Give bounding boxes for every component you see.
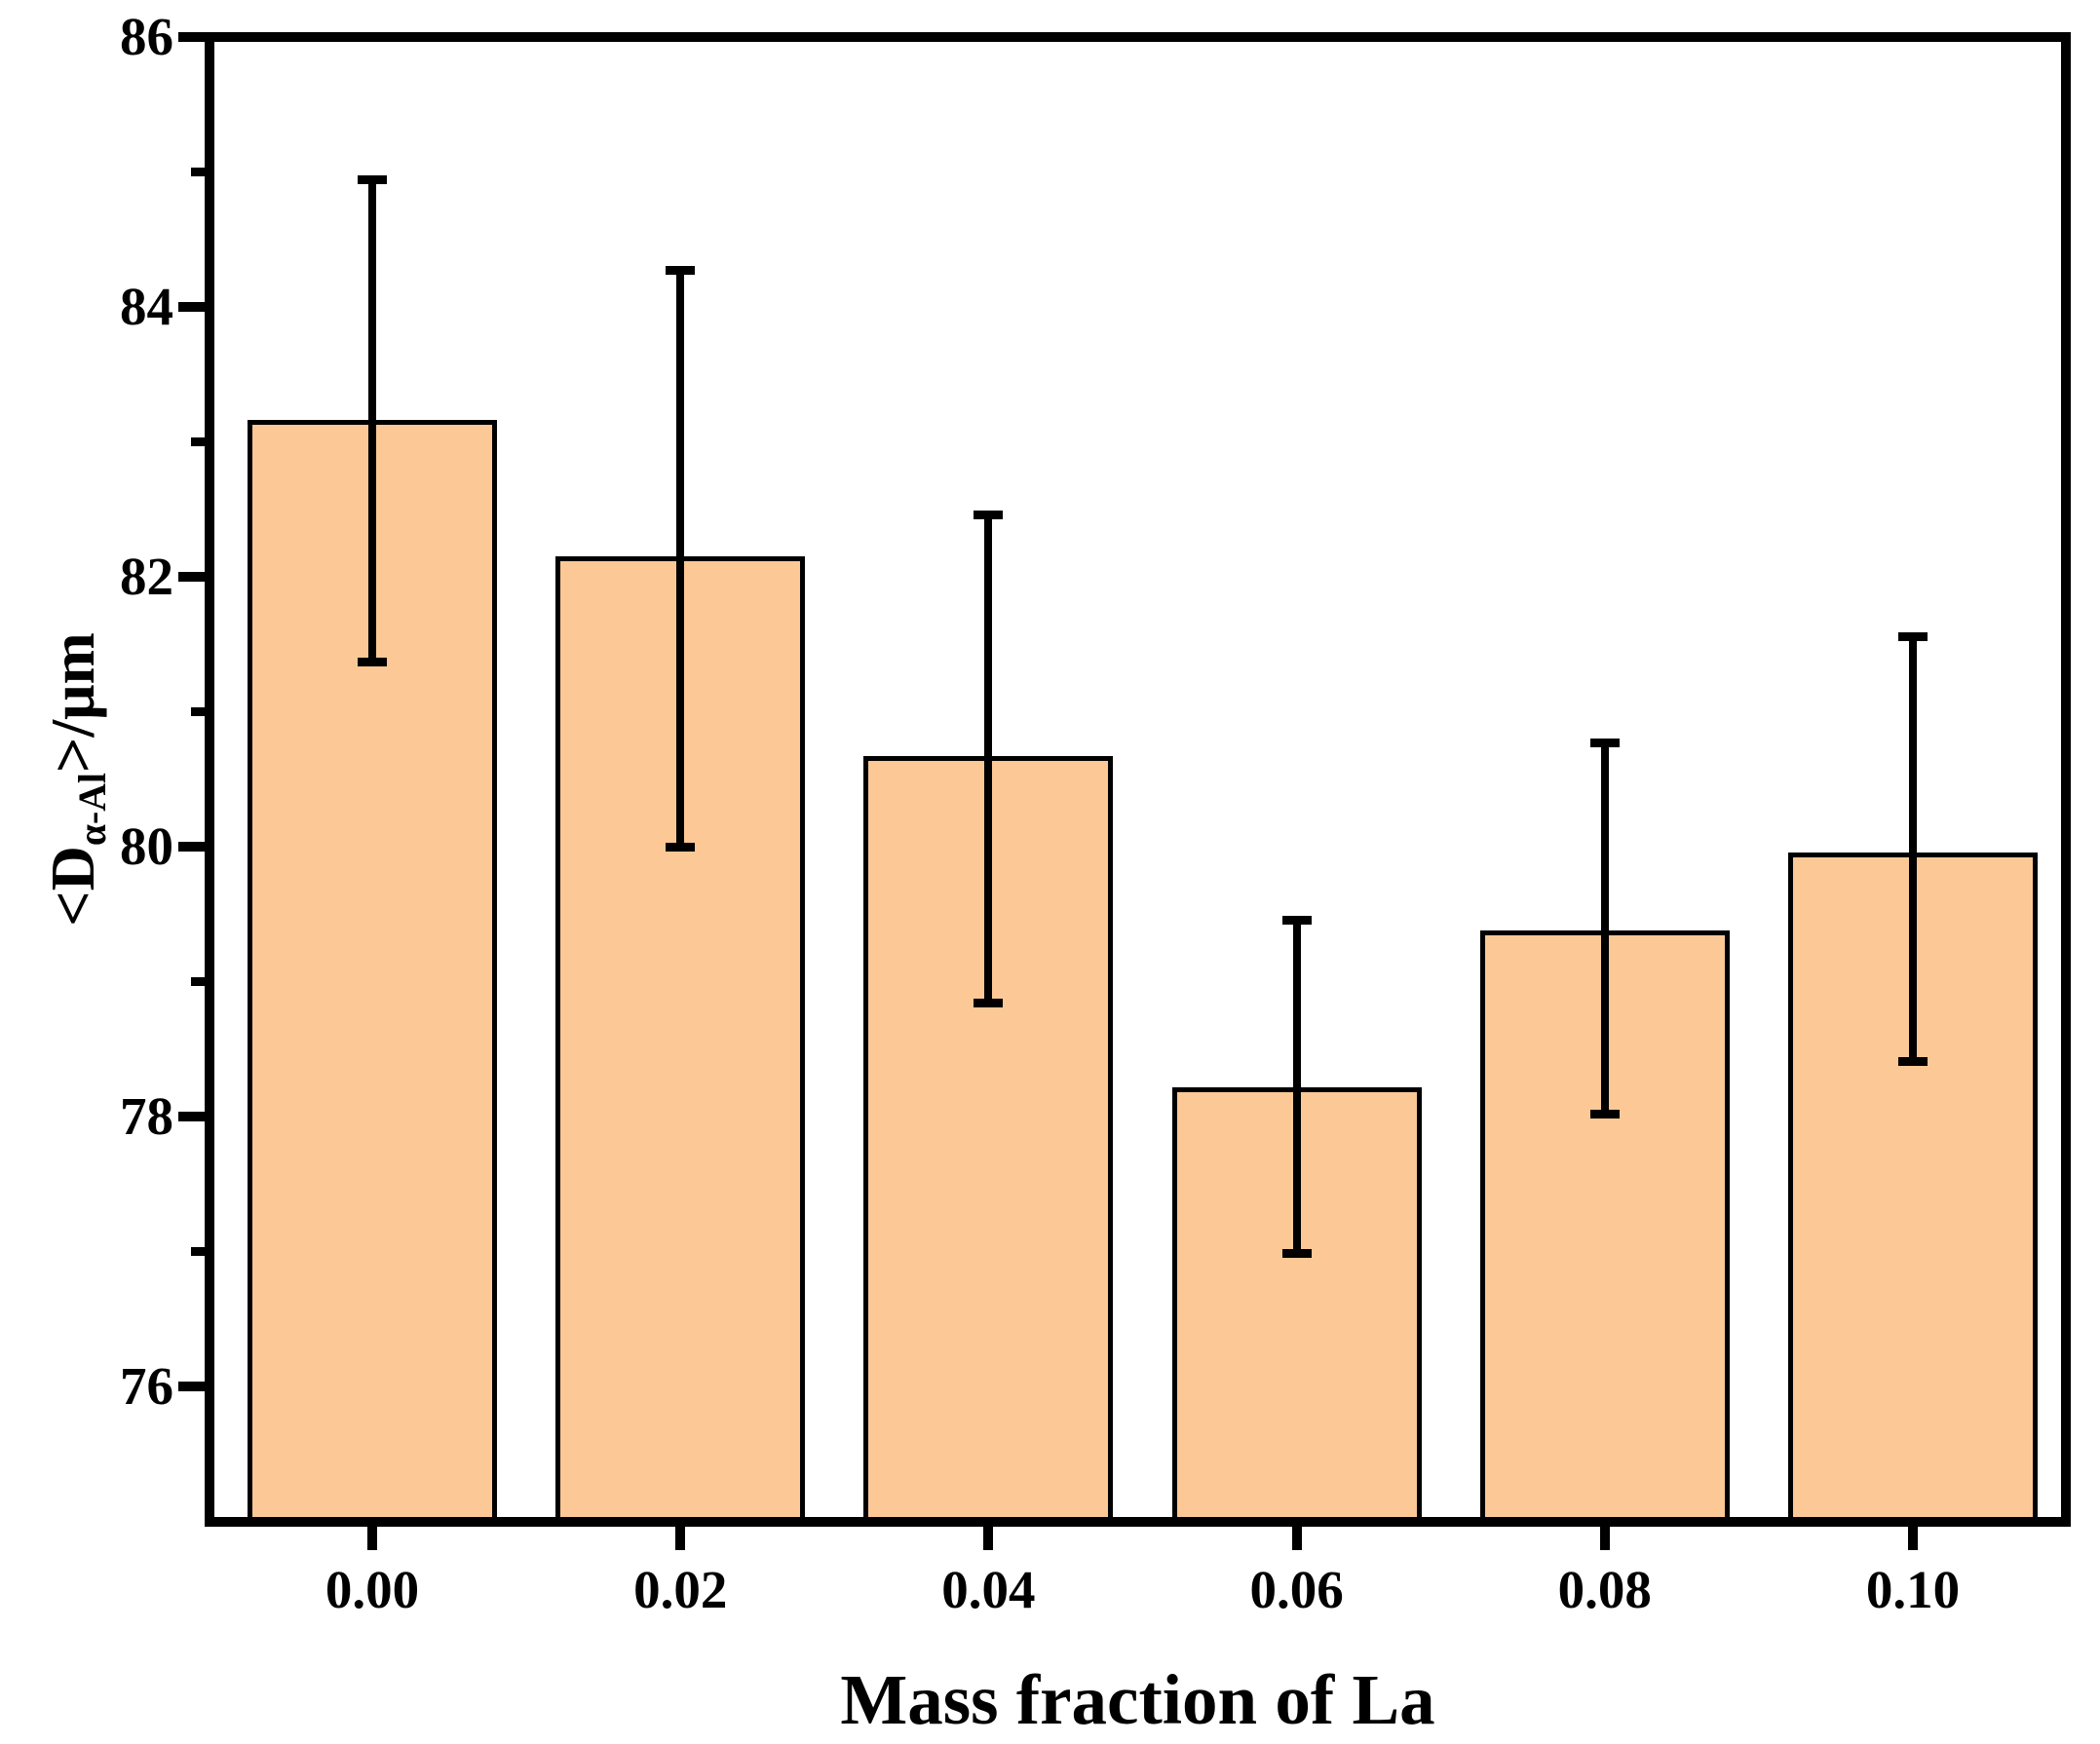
x-axis-title: Mass fraction of La — [840, 1660, 1435, 1739]
y-tick-label-84: 84 — [120, 277, 173, 337]
x-tick-label-0.04: 0.04 — [941, 1560, 1036, 1619]
y-major-tick-84 — [178, 302, 205, 313]
x-tick-label-0.06: 0.06 — [1249, 1560, 1344, 1619]
y-minor-tick-77 — [191, 1247, 205, 1257]
y-major-tick-82 — [178, 572, 205, 583]
error-bar-line-0.08 — [1600, 742, 1609, 1115]
y-minor-tick-79 — [191, 977, 205, 987]
error-bar-lower-cap-0.08 — [1589, 1110, 1620, 1119]
y-major-tick-76 — [178, 1382, 205, 1392]
y-minor-tick-83 — [191, 437, 205, 447]
error-bar-line-0.00 — [368, 179, 376, 663]
y-axis-title: <Dα-Al>/μm — [32, 390, 114, 1169]
error-bar-upper-cap-0.04 — [974, 510, 1004, 519]
x-tick-0.04 — [983, 1527, 994, 1550]
y-major-tick-78 — [178, 1112, 205, 1122]
x-tick-0.02 — [675, 1527, 686, 1550]
error-bar-upper-cap-0.02 — [666, 266, 696, 276]
x-tick-0.10 — [1908, 1527, 1918, 1550]
error-bar-line-0.06 — [1292, 920, 1301, 1254]
x-tick-0.08 — [1599, 1527, 1610, 1550]
y-tick-label-86: 86 — [120, 7, 173, 66]
y-minor-tick-85 — [191, 168, 205, 177]
error-bar-lower-cap-0.10 — [1898, 1057, 1928, 1067]
error-bar-lower-cap-0.00 — [358, 657, 387, 666]
y-major-tick-80 — [178, 842, 205, 853]
x-tick-0.06 — [1291, 1527, 1302, 1550]
x-tick-0.00 — [367, 1527, 377, 1550]
y-tick-label-82: 82 — [120, 547, 173, 607]
y-tick-label-80: 80 — [120, 816, 173, 877]
x-tick-label-0.10: 0.10 — [1865, 1560, 1961, 1619]
error-bar-lower-cap-0.02 — [666, 842, 696, 852]
y-major-tick-86 — [178, 32, 205, 42]
error-bar-line-0.02 — [676, 270, 685, 848]
error-bar-upper-cap-0.00 — [358, 175, 387, 185]
x-tick-label-0.02: 0.02 — [633, 1560, 728, 1619]
y-axis-title-suffix: >/μm — [38, 632, 107, 774]
error-bar-line-0.04 — [984, 514, 993, 1004]
error-bar-lower-cap-0.06 — [1281, 1248, 1312, 1258]
error-bar-upper-cap-0.10 — [1898, 631, 1928, 641]
x-tick-label-0.00: 0.00 — [325, 1560, 420, 1619]
error-bar-line-0.10 — [1909, 636, 1917, 1062]
x-tick-label-0.08: 0.08 — [1557, 1560, 1652, 1619]
error-bar-lower-cap-0.04 — [974, 999, 1004, 1008]
error-bar-upper-cap-0.08 — [1589, 739, 1620, 748]
error-bar-upper-cap-0.06 — [1281, 915, 1312, 925]
y-minor-tick-81 — [191, 707, 205, 717]
y-tick-label-76: 76 — [120, 1356, 173, 1417]
y-tick-label-78: 78 — [120, 1086, 173, 1147]
